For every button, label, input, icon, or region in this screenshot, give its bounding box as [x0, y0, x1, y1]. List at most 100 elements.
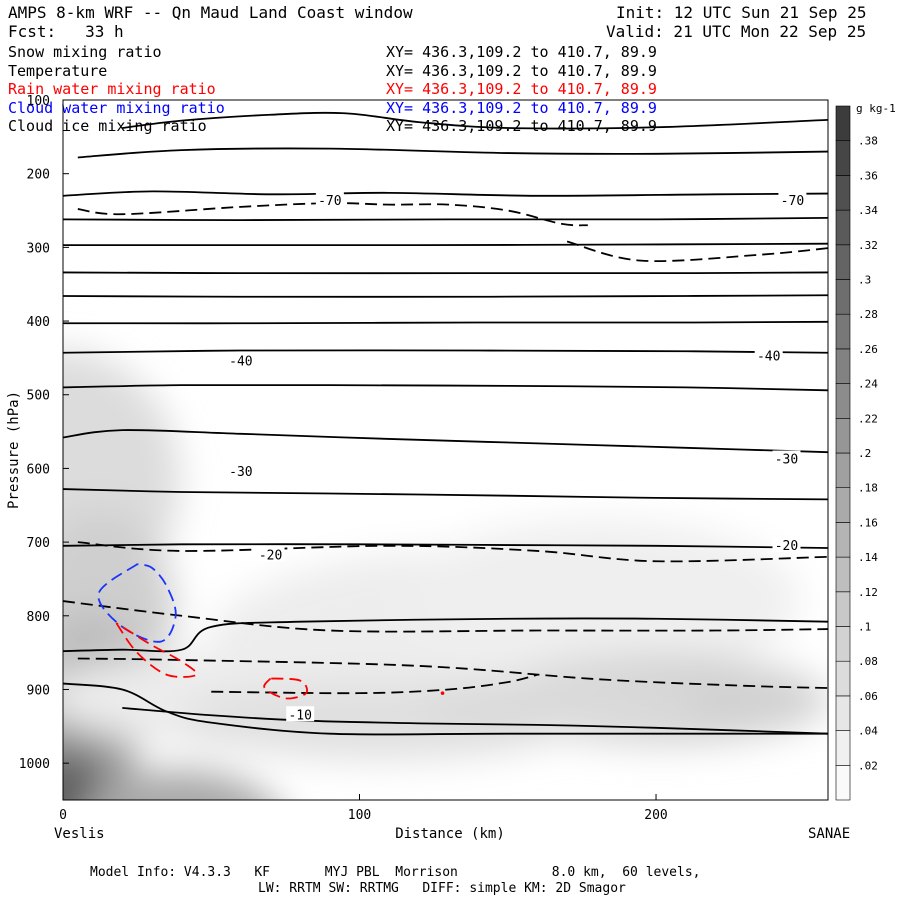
colorbar-bin	[835, 660, 851, 697]
temperature-label-bg	[226, 463, 255, 479]
temperature-label: -40	[229, 355, 252, 370]
snow-shading-layer	[63, 350, 828, 800]
colorbar-bin	[835, 279, 851, 315]
colorbar-tick-label: .3	[858, 274, 871, 287]
temperature-contour	[63, 488, 828, 501]
colorbar-tick-label: .08	[858, 655, 878, 668]
temperature-contour	[63, 617, 828, 653]
y-tick-label: 600	[27, 462, 50, 477]
temperature-label-bg	[772, 450, 801, 466]
temperature-label-bg	[226, 352, 255, 368]
colorbar-tick-label: .38	[858, 135, 878, 148]
temperature-label: -20	[775, 539, 798, 554]
temperature-label: -70	[781, 194, 804, 209]
colorbar-tick-label: .1	[858, 621, 871, 634]
colorbar-tick-label: .26	[858, 343, 878, 356]
field-name: Cloud water mixing ratio	[8, 98, 225, 117]
right-endpoint-label: SANAE	[808, 826, 850, 842]
field-name: Snow mixing ratio	[8, 43, 162, 61]
colorbar-bin	[835, 730, 851, 766]
colorbar-bin	[835, 417, 851, 454]
colorbar-bin	[835, 522, 851, 558]
y-tick-label: 800	[27, 610, 50, 625]
y-tick-label: 400	[27, 315, 50, 330]
colorbar-bin	[835, 175, 851, 211]
temperature-label: -30	[775, 453, 798, 468]
colorbar-tick-label: .22	[858, 412, 878, 425]
temperature-contour	[63, 216, 828, 222]
colorbar-bin	[835, 764, 851, 801]
x-tick-label: 200	[644, 808, 667, 823]
cloud-ice-contour	[77, 541, 828, 563]
y-axis-label: Pressure (hPa)	[6, 391, 22, 509]
field-name: Cloud ice mixing ratio	[8, 117, 207, 135]
temperature-label: -40	[757, 349, 780, 364]
temperature-label-bg	[772, 536, 801, 552]
field-xy-range: XY= 436.3,109.2 to 410.7, 89.9	[386, 43, 657, 61]
temperature-contour	[63, 349, 828, 354]
colorbar-tick-label: .28	[858, 308, 878, 321]
colorbar-bin	[835, 591, 851, 627]
temperature-contour	[63, 384, 828, 392]
colorbar-unit: g kg-1	[856, 102, 896, 115]
valid-time: Valid: 21 UTC Mon 22 Sep 25	[606, 22, 867, 41]
temperature-contour	[63, 429, 828, 454]
y-tick-label: 100	[27, 94, 50, 109]
snow-shading-blobs	[63, 350, 828, 800]
colorbar-tick-label: .06	[858, 690, 878, 703]
field-xy-range: XY= 436.3,109.2 to 410.7, 89.9	[386, 80, 657, 98]
colorbar-bin	[835, 383, 851, 419]
colorbar-bin	[835, 452, 851, 489]
colorbar-bin	[835, 695, 851, 731]
model-info-line2: LW: RRTM SW: RRTMG DIFF: simple KM: 2D S…	[258, 881, 626, 896]
colorbar-bin	[835, 487, 851, 523]
colorbar-tick-label: .14	[858, 551, 878, 564]
cloud-ice-contour	[211, 673, 538, 695]
snow-shade-blob	[63, 750, 107, 800]
x-axis-label: Distance (km)	[395, 826, 505, 842]
temperature-contour	[63, 543, 828, 549]
y-tick-label: 300	[27, 241, 50, 256]
temperature-label-bg	[315, 191, 344, 207]
forecast-hour: Fcst: 33 h	[8, 22, 124, 41]
colorbar-bin	[835, 105, 851, 142]
colorbar-bin	[835, 209, 851, 246]
temperature-contour	[122, 111, 828, 130]
cloud-ice-contour	[63, 600, 828, 633]
cloud-ice-contour	[77, 202, 588, 227]
model-info-line1: Model Info: V4.3.3 KF MYJ PBL Morrison 8…	[90, 865, 701, 880]
temperature-label-bg	[754, 347, 783, 363]
field-name: Rain water mixing ratio	[8, 80, 216, 98]
x-tick-label: 0	[59, 808, 67, 823]
rain-water-point	[440, 691, 445, 695]
y-tick-label: 700	[27, 536, 50, 551]
colorbar-tick-label: .36	[858, 169, 878, 182]
temperature-contour	[77, 147, 828, 159]
y-tick-label: 1000	[19, 757, 50, 772]
colorbar-tick-label: .32	[858, 239, 878, 252]
snow-shade-blob	[420, 675, 700, 735]
temperature-label-bg	[778, 191, 807, 207]
y-tick-label: 900	[27, 683, 50, 698]
cloud-water-contour	[97, 563, 177, 643]
cloud-ice-contour	[566, 240, 828, 262]
colorbar-bin	[835, 140, 851, 176]
plot-frame	[62, 99, 829, 801]
left-endpoint-label: Veslis	[54, 826, 105, 842]
temperature-contour	[63, 271, 828, 275]
temperature-contour	[63, 294, 828, 298]
colorbar-bin	[835, 313, 851, 350]
colorbar-bin	[835, 626, 851, 662]
field-name: Temperature	[8, 61, 108, 80]
colorbar-tick-label: .04	[858, 725, 878, 738]
temperature-label: -20	[259, 548, 282, 563]
temperature-contour	[63, 320, 828, 325]
temperature-contour	[63, 190, 828, 197]
y-tick-label: 200	[27, 168, 50, 183]
temperature-label: -70	[318, 194, 341, 209]
snow-shade-blob	[400, 520, 800, 680]
colorbar-tick-label: .16	[858, 516, 878, 529]
contour-layer: -70 -70 -40 -40 -30 -30 -20 -20 -10	[63, 111, 828, 736]
